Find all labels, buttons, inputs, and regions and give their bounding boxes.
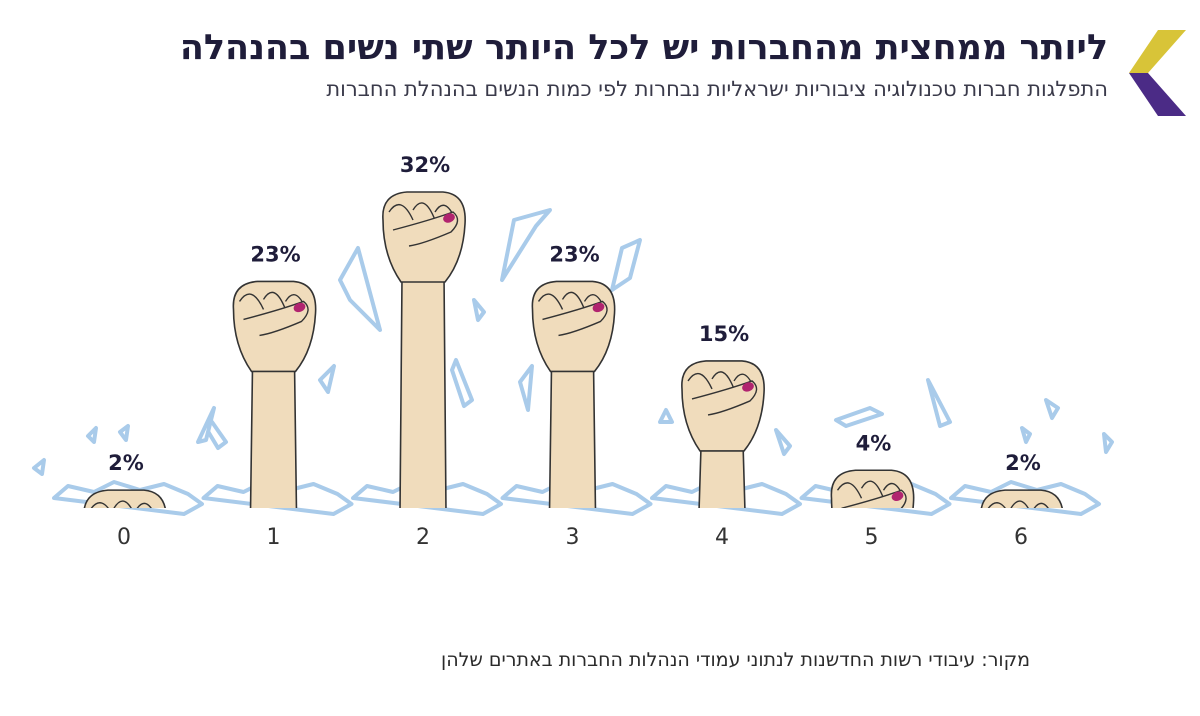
bar-fist-0 bbox=[83, 489, 166, 508]
ice-shard bbox=[450, 358, 474, 408]
ice-shard bbox=[658, 408, 674, 424]
ice-shard bbox=[196, 406, 216, 444]
chart-subtitle: התפלגות חברות טכנולוגיה ציבוריות ישראליו… bbox=[326, 77, 1108, 101]
ice-shard bbox=[926, 378, 952, 428]
bar-fist-6 bbox=[980, 489, 1063, 508]
chevron-logo-icon bbox=[1129, 30, 1186, 116]
ice-shard bbox=[518, 364, 534, 412]
bar-value-label: 15% bbox=[699, 322, 749, 346]
x-tick-label: 1 bbox=[267, 525, 281, 550]
ice-shard bbox=[1102, 432, 1114, 454]
source-note: מקור: עיבודי רשות החדשנות לנתוני עמודי ה… bbox=[441, 649, 1030, 671]
x-tick-label: 0 bbox=[117, 525, 131, 550]
ice-shard bbox=[500, 208, 552, 282]
bar-value-label: 2% bbox=[108, 451, 144, 475]
x-tick-label: 3 bbox=[566, 525, 580, 550]
ice-shard bbox=[834, 406, 884, 428]
x-tick-label: 2 bbox=[416, 525, 430, 550]
bar-fist-2 bbox=[382, 191, 466, 508]
ice-shard bbox=[1020, 426, 1032, 444]
ice-shard bbox=[610, 238, 642, 292]
bar-fist-3 bbox=[531, 280, 616, 508]
bar-value-label: 2% bbox=[1005, 451, 1041, 475]
x-tick-label: 4 bbox=[715, 525, 729, 550]
x-tick-label: 6 bbox=[1014, 525, 1028, 550]
bar-fist-4 bbox=[681, 360, 765, 508]
ice-shard bbox=[338, 246, 382, 332]
ice-shard bbox=[472, 298, 486, 322]
ice-shard bbox=[118, 424, 130, 442]
bar-chart: 2% 0 23% 1 32% 2 23% 3 15% 4 4% 5 2% 6 bbox=[32, 153, 1114, 550]
ice-shard bbox=[1044, 398, 1060, 420]
ice-shard bbox=[774, 428, 792, 456]
bar-value-label: 32% bbox=[400, 153, 450, 177]
bar-fist-1 bbox=[232, 280, 317, 508]
ice-shard bbox=[32, 458, 46, 476]
bar-fist-5 bbox=[830, 469, 915, 508]
bar-value-label: 23% bbox=[549, 242, 599, 266]
bar-value-label: 23% bbox=[250, 242, 300, 266]
ice-shard bbox=[86, 426, 98, 444]
header: ליותר ממחצית מהחברות יש לכל היותר שתי נש… bbox=[20, 26, 1108, 104]
ice-shard bbox=[318, 364, 336, 394]
chart-title: ליותר ממחצית מהחברות יש לכל היותר שתי נש… bbox=[179, 28, 1108, 68]
x-tick-label: 5 bbox=[865, 525, 879, 550]
bar-value-label: 4% bbox=[856, 431, 892, 455]
